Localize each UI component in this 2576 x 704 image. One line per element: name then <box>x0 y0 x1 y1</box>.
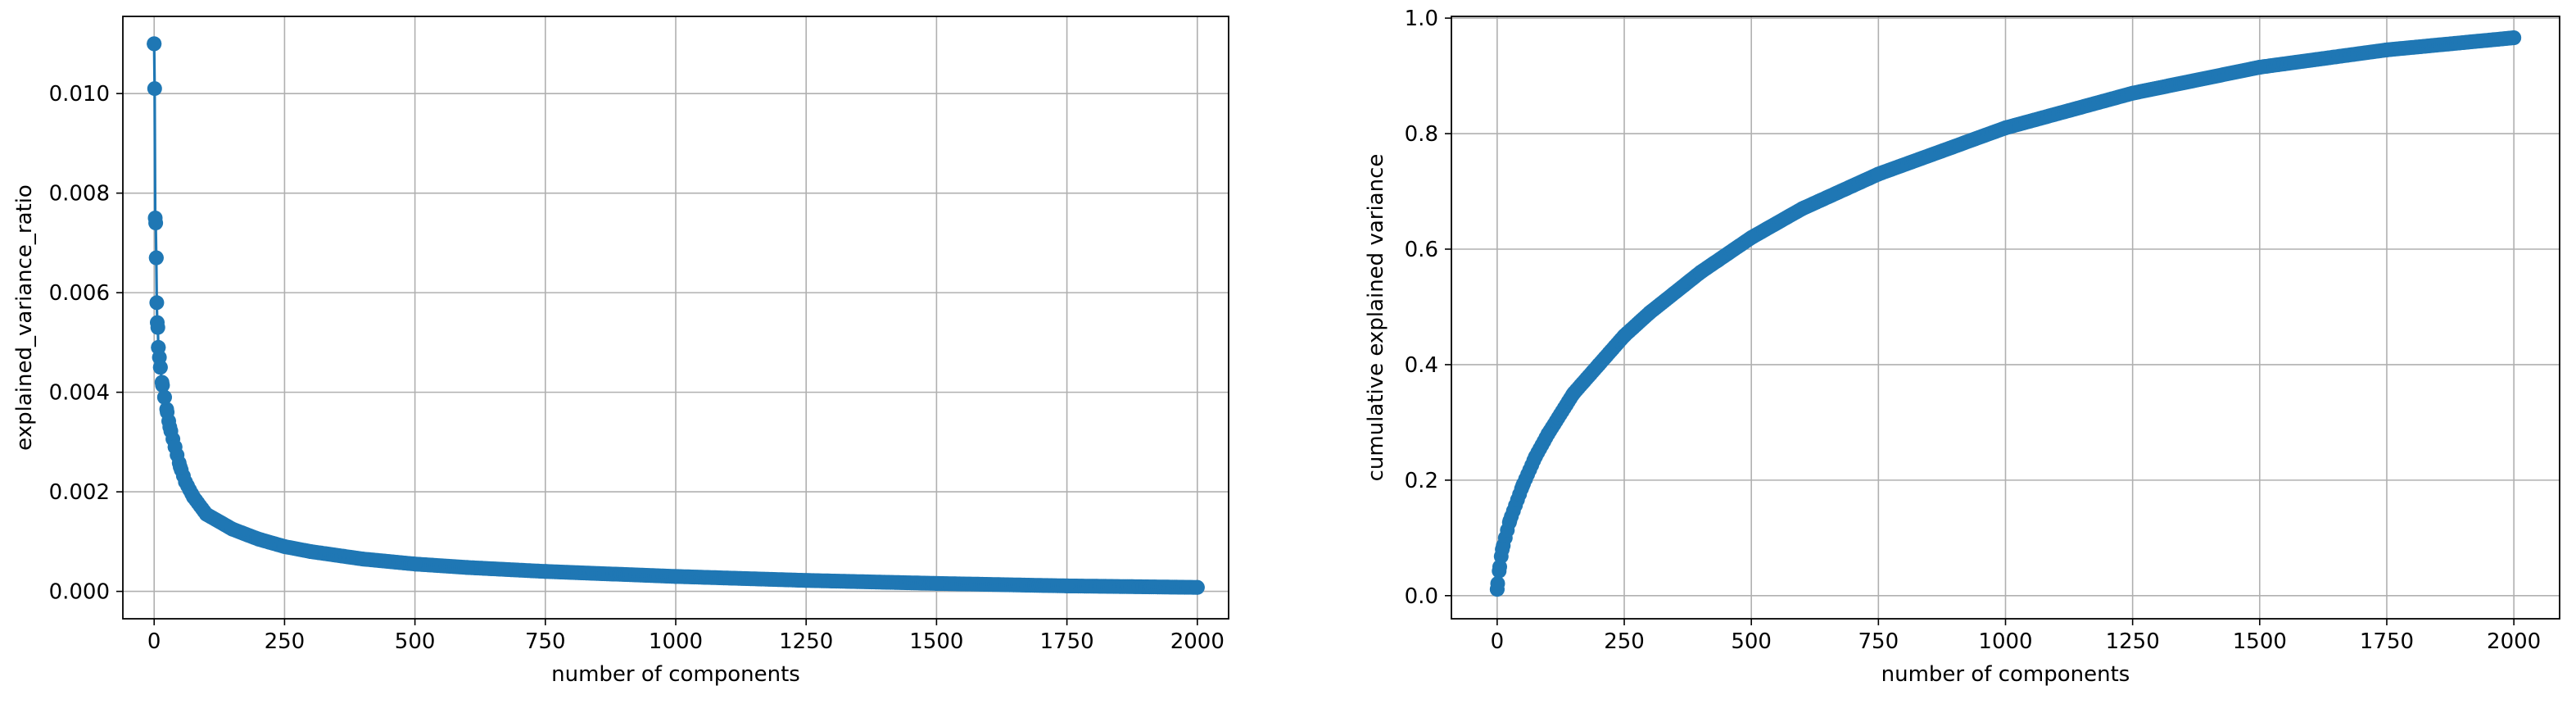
data-point <box>1871 166 1886 182</box>
x-tick-label: 750 <box>525 629 566 654</box>
y-tick-label: 0.004 <box>49 381 110 406</box>
series-markers <box>147 36 1205 595</box>
y-axis-label: explained_variance_ratio <box>12 184 37 451</box>
y-tick-label: 1.0 <box>1405 7 1438 31</box>
data-point <box>198 506 214 522</box>
y-tick-label: 0.010 <box>49 82 110 107</box>
data-point <box>1566 386 1581 402</box>
x-tick-label: 1250 <box>779 629 833 654</box>
data-point <box>160 404 175 420</box>
data-point <box>355 552 370 567</box>
data-point <box>148 216 164 231</box>
data-point <box>1514 478 1530 493</box>
data-point <box>224 521 240 537</box>
data-point <box>407 556 423 572</box>
data-point <box>2252 60 2267 75</box>
x-tick-label: 2000 <box>1170 629 1225 654</box>
x-axis-label: number of components <box>551 662 800 687</box>
data-point <box>460 560 475 575</box>
y-tick-label: 0.8 <box>1405 122 1438 147</box>
x-tick-label: 1500 <box>909 629 963 654</box>
data-point <box>303 544 319 559</box>
data-point <box>173 459 188 475</box>
y-tick-label: 0.0 <box>1405 584 1438 609</box>
y-axis-label: cumulative explained variance <box>1364 154 1388 482</box>
y-tick-label: 0.4 <box>1405 353 1438 378</box>
x-tick-label: 1250 <box>2106 629 2160 654</box>
x-tick-label: 250 <box>1604 629 1645 654</box>
x-axis-label: number of components <box>1881 662 2130 687</box>
cumulative-explained-variance-chart: 0 250 500 750 1000 1250 1500 1750 2000 0.0 0.2 0.4 0… <box>1364 7 2560 687</box>
data-point <box>1059 578 1075 593</box>
data-point <box>929 575 944 591</box>
data-point <box>186 489 201 505</box>
data-point <box>799 573 814 588</box>
data-point <box>2506 30 2522 46</box>
data-point <box>1591 357 1606 372</box>
data-point <box>1495 542 1510 557</box>
y-tick-label: 0.002 <box>49 480 110 505</box>
data-point <box>1502 513 1518 529</box>
data-point <box>251 531 266 547</box>
x-tick-label: 750 <box>1858 629 1899 654</box>
data-point <box>156 389 172 405</box>
y-tick-label: 0.008 <box>49 182 110 207</box>
data-point <box>277 538 292 554</box>
y-tick-label: 0.6 <box>1405 238 1438 262</box>
data-point <box>162 420 178 435</box>
data-point <box>147 81 162 97</box>
data-point <box>148 250 164 266</box>
data-point <box>178 475 193 489</box>
data-point <box>147 36 162 52</box>
data-point <box>1693 265 1709 280</box>
y-tick-label: 0.006 <box>49 281 110 306</box>
x-tick-label: 2000 <box>2487 629 2541 654</box>
x-tick-label: 1750 <box>1040 629 1094 654</box>
x-tick-label: 1000 <box>1978 629 2032 654</box>
data-point <box>2379 42 2394 57</box>
data-point <box>149 295 165 311</box>
data-point <box>1795 201 1810 216</box>
data-point <box>1490 576 1505 591</box>
data-point <box>1540 426 1555 442</box>
x-tick-label: 1500 <box>2233 629 2287 654</box>
y-tick-label: 0.2 <box>1405 469 1438 493</box>
explained-variance-ratio-chart: 0 250 500 750 1000 1250 1500 1750 2000 0.000 0.002… <box>12 16 1229 687</box>
data-point <box>537 564 553 579</box>
x-tick-label: 500 <box>395 629 436 654</box>
x-tick-label: 0 <box>1491 629 1505 654</box>
data-point <box>2125 85 2140 101</box>
data-point <box>150 320 165 335</box>
data-point <box>668 569 683 584</box>
data-point <box>1189 579 1205 595</box>
data-point <box>154 375 170 390</box>
y-tick-label: 0.000 <box>49 580 110 605</box>
x-tick-label: 0 <box>147 629 161 654</box>
x-tick-label: 250 <box>265 629 306 654</box>
data-point <box>167 439 183 455</box>
data-point <box>1492 559 1507 575</box>
data-point <box>1642 305 1658 320</box>
x-tick-label: 500 <box>1731 629 1772 654</box>
data-point <box>1617 328 1632 343</box>
data-point <box>1744 229 1759 245</box>
x-tick-label: 1000 <box>649 629 703 654</box>
data-point <box>152 360 168 375</box>
data-point <box>1998 120 2013 135</box>
data-point <box>1528 449 1543 465</box>
series-markers <box>1489 30 2522 597</box>
x-tick-label: 1750 <box>2360 629 2414 654</box>
